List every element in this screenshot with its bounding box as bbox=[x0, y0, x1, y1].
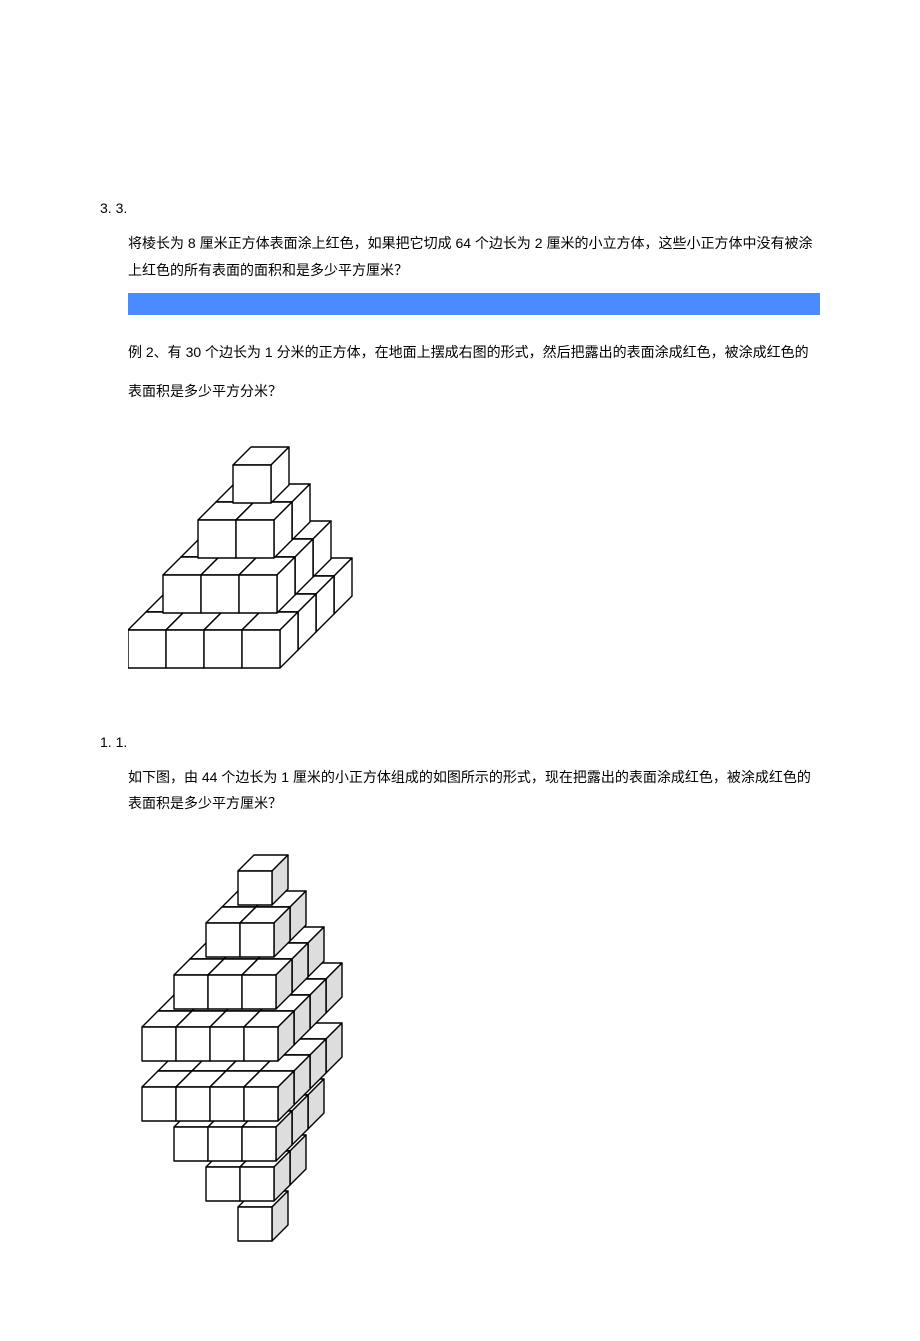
blue-highlight-bar bbox=[128, 293, 820, 315]
example-2-text: 例 2、有 30 个边长为 1 分米的正方体，在地面上摆成右图的形式，然后把露出… bbox=[128, 333, 820, 411]
question-1-number: 1. 1. bbox=[100, 734, 820, 750]
question-1-text: 如下图，由 44 个边长为 1 厘米的小正方体组成的如图所示的形式，现在把露出的… bbox=[128, 764, 820, 817]
figure-pyramid-4-layers bbox=[128, 420, 820, 710]
question-3-number: 3. 3. bbox=[100, 200, 820, 216]
figure-diamond-cubes bbox=[128, 827, 820, 1257]
question-3-text: 将棱长为 8 厘米正方体表面涂上红色，如果把它切成 64 个边长为 2 厘米的小… bbox=[128, 230, 820, 283]
